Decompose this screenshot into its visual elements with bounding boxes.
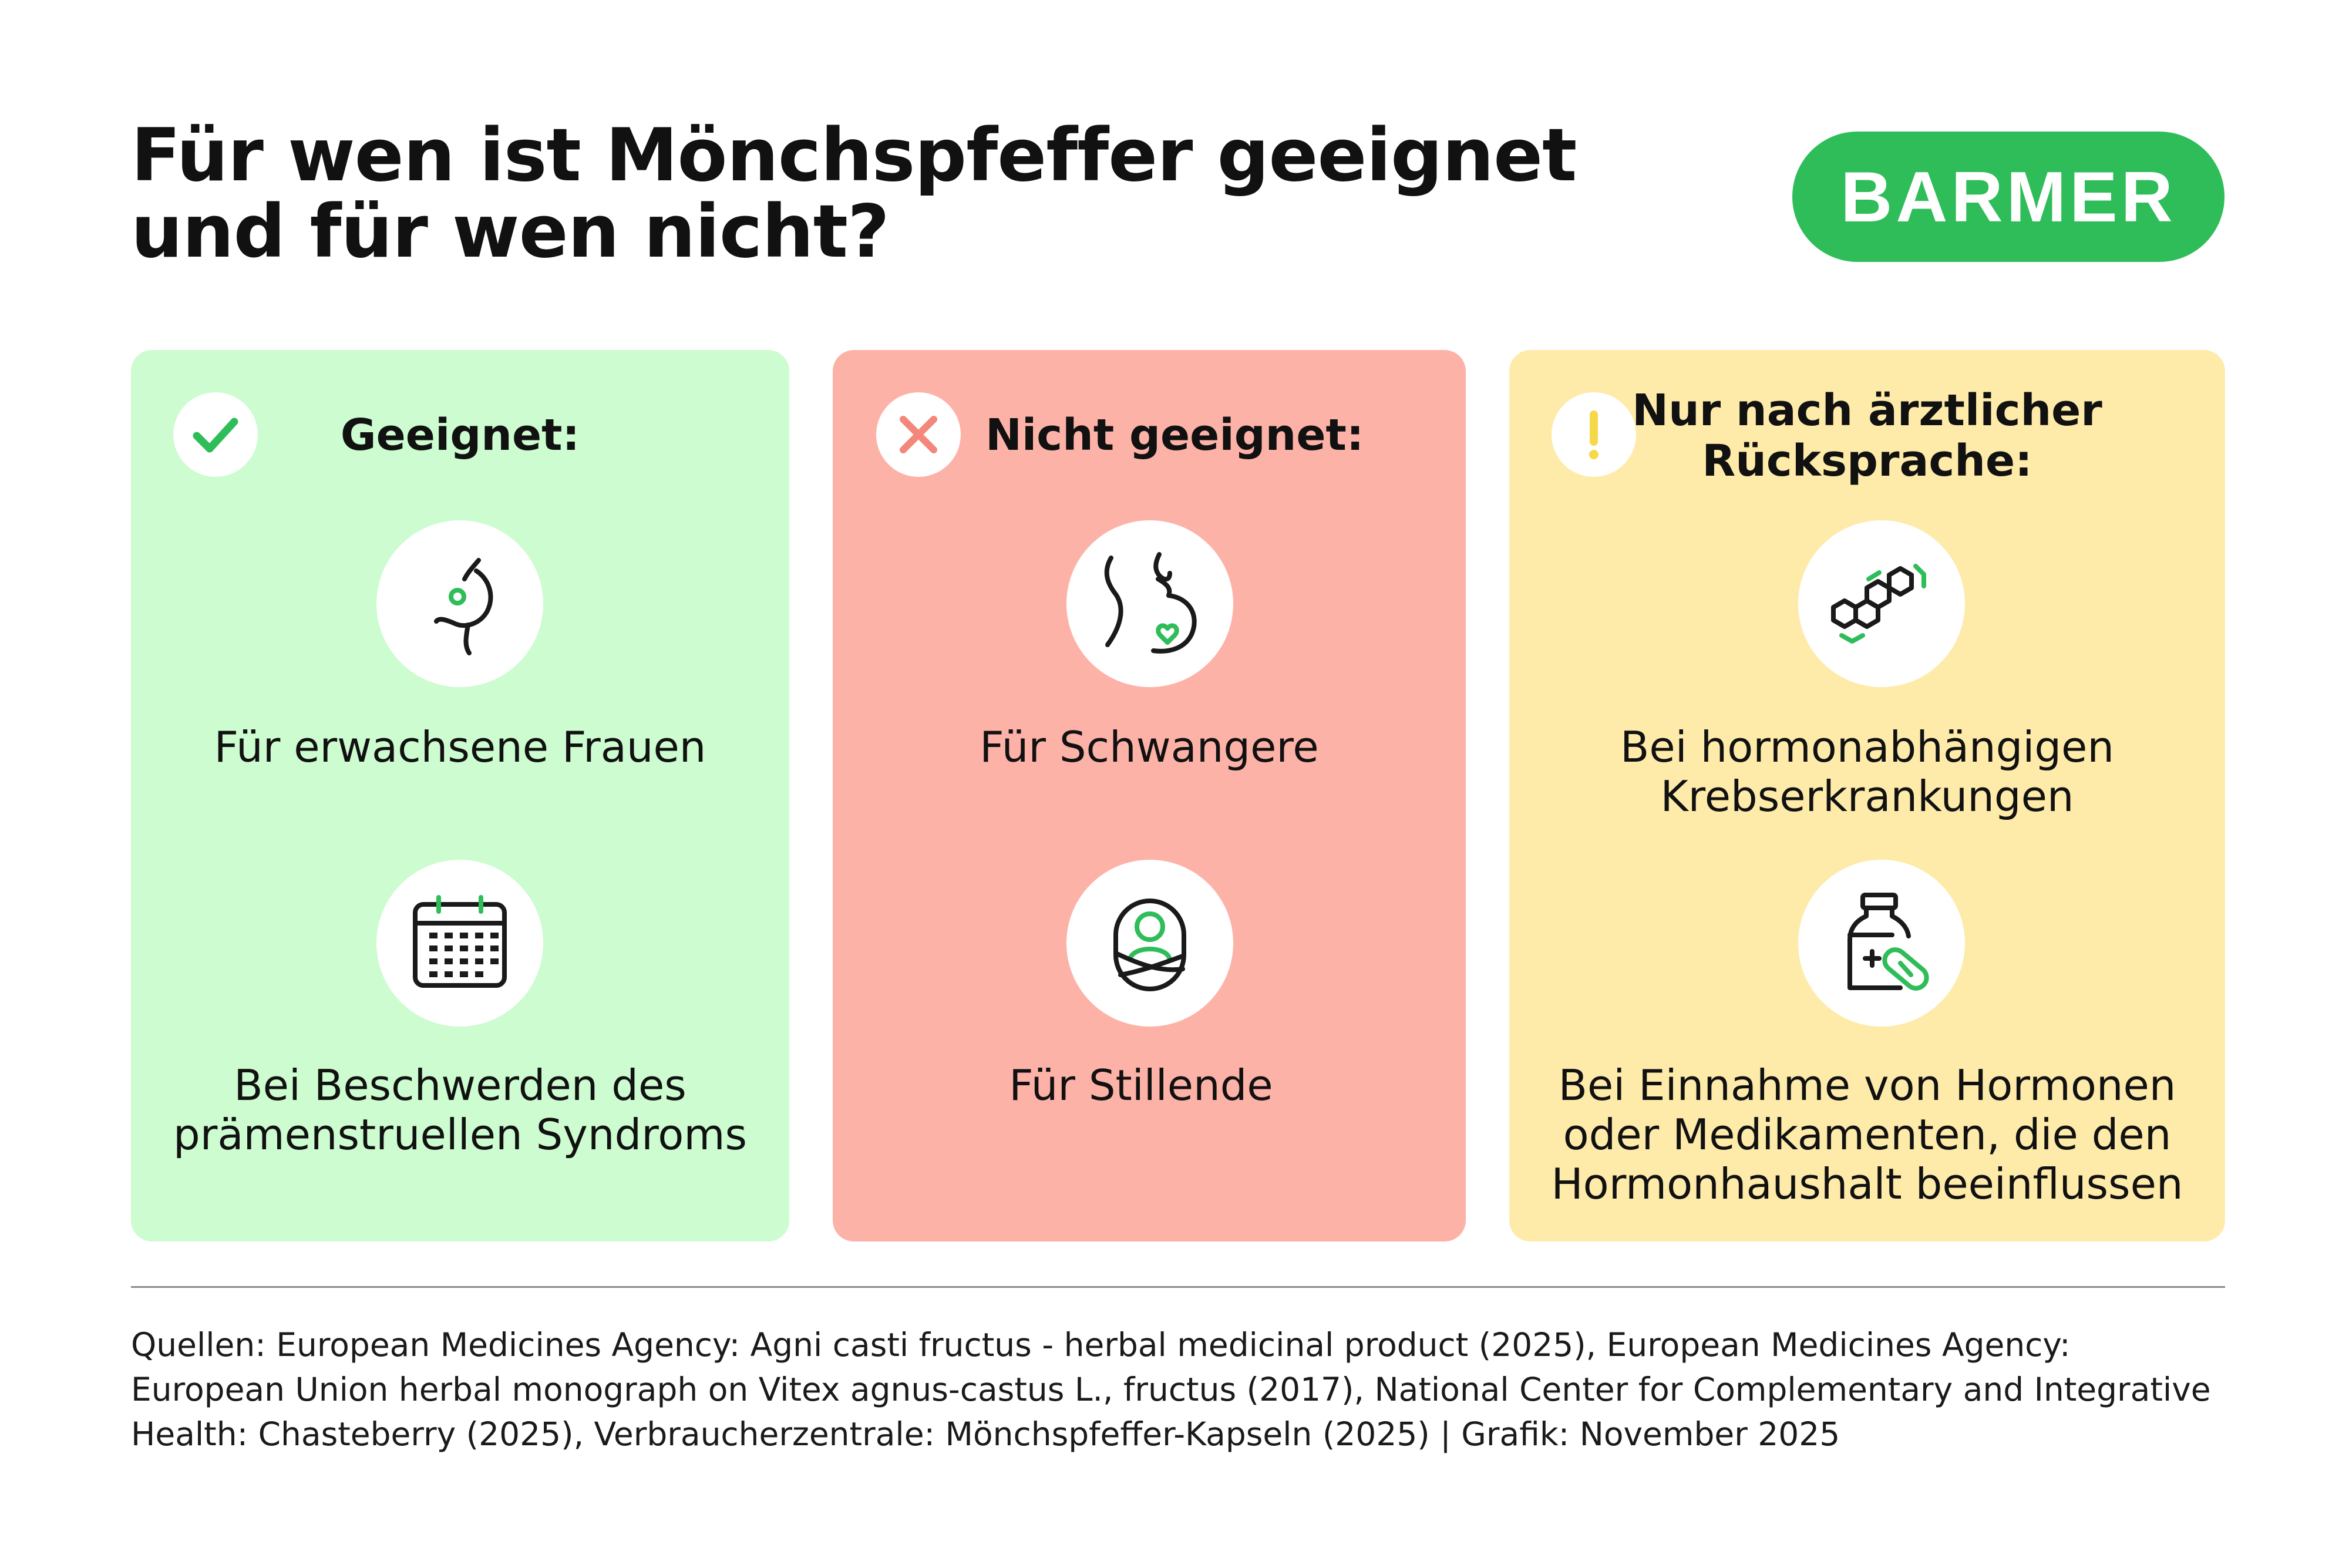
not-suitable-card: Nicht geeignet: Für Schwangere Für Still… — [833, 350, 1466, 1241]
pregnancy-icon — [1066, 520, 1233, 687]
calendar-icon — [376, 860, 543, 1027]
item-hormone-medication-line-2: oder Medikamenten, die den — [1563, 1110, 2172, 1159]
page-title: Für wen ist Mönchspfeffer geeignet und f… — [131, 117, 1599, 270]
item-pregnant: Für Schwangere — [833, 722, 1466, 772]
item-hormone-medication: Bei Einnahme von Hormonen oder Medikamen… — [1509, 1061, 2225, 1209]
barmer-logo-text: BARMER — [1840, 157, 2176, 237]
item-hormone-medication-line-1: Bei Einnahme von Hormonen — [1558, 1061, 2176, 1110]
medicine-bottle-icon — [1798, 860, 1965, 1027]
suitable-card: Geeignet: Für erwachsene Frauen Bei Besc… — [131, 350, 789, 1241]
consult-doctor-title-line-2: Rücksprache: — [1702, 436, 2032, 486]
item-hormone-cancer: Bei hormonabhängigen Krebserkrankungen — [1509, 722, 2225, 821]
suitable-title: Geeignet: — [340, 410, 580, 460]
page-title-line-1: Für wen ist Mönchspfeffer geeignet — [131, 113, 1577, 198]
exclamation-icon — [1552, 392, 1636, 477]
swaddled-baby-icon — [1066, 860, 1233, 1027]
item-adult-women: Für erwachsene Frauen — [131, 722, 789, 772]
page-title-line-2: und für wen nicht? — [131, 190, 890, 274]
consult-doctor-title: Nur nach ärztlicher Rücksprache: — [1509, 385, 2225, 486]
sources-line-1: Quellen: European Medicines Agency: Agni… — [131, 1326, 2071, 1364]
item-pms-line-1: Bei Beschwerden des — [234, 1061, 686, 1110]
item-hormone-cancer-line-2: Krebserkrankungen — [1660, 772, 2074, 821]
footer-divider — [131, 1286, 2225, 1288]
item-hormone-cancer-line-1: Bei hormonabhängigen — [1620, 722, 2114, 772]
sources-text: Quellen: European Medicines Agency: Agni… — [131, 1323, 2222, 1456]
item-pms: Bei Beschwerden des prämenstruellen Synd… — [131, 1061, 789, 1159]
consult-doctor-card: Nur nach ärztlicher Rücksprache: Bei hor… — [1509, 350, 2225, 1241]
item-pms-line-2: prämenstruellen Syndroms — [173, 1110, 747, 1159]
female-body-icon — [376, 520, 543, 687]
barmer-logo: BARMER — [1792, 132, 2225, 262]
x-mark-icon — [876, 392, 961, 477]
item-breastfeeding: Für Stillende — [833, 1061, 1449, 1110]
consult-doctor-title-line-1: Nur nach ärztlicher — [1632, 385, 2102, 436]
item-breastfeeding-line-1: Für Stillende — [1009, 1061, 1273, 1110]
item-adult-women-line-1: Für erwachsene Frauen — [214, 722, 706, 772]
molecule-icon — [1798, 520, 1965, 687]
item-hormone-medication-line-3: Hormonhaushalt beeinflussen — [1551, 1159, 2183, 1209]
sources-line-2: European Union herbal monograph on Vitex… — [131, 1371, 2211, 1408]
checkmark-icon — [173, 392, 258, 477]
not-suitable-title: Nicht geeignet: — [985, 410, 1364, 460]
item-pregnant-line-1: Für Schwangere — [980, 722, 1319, 772]
sources-line-3: Health: Chasteberry (2025), Verbraucherz… — [131, 1415, 1840, 1453]
